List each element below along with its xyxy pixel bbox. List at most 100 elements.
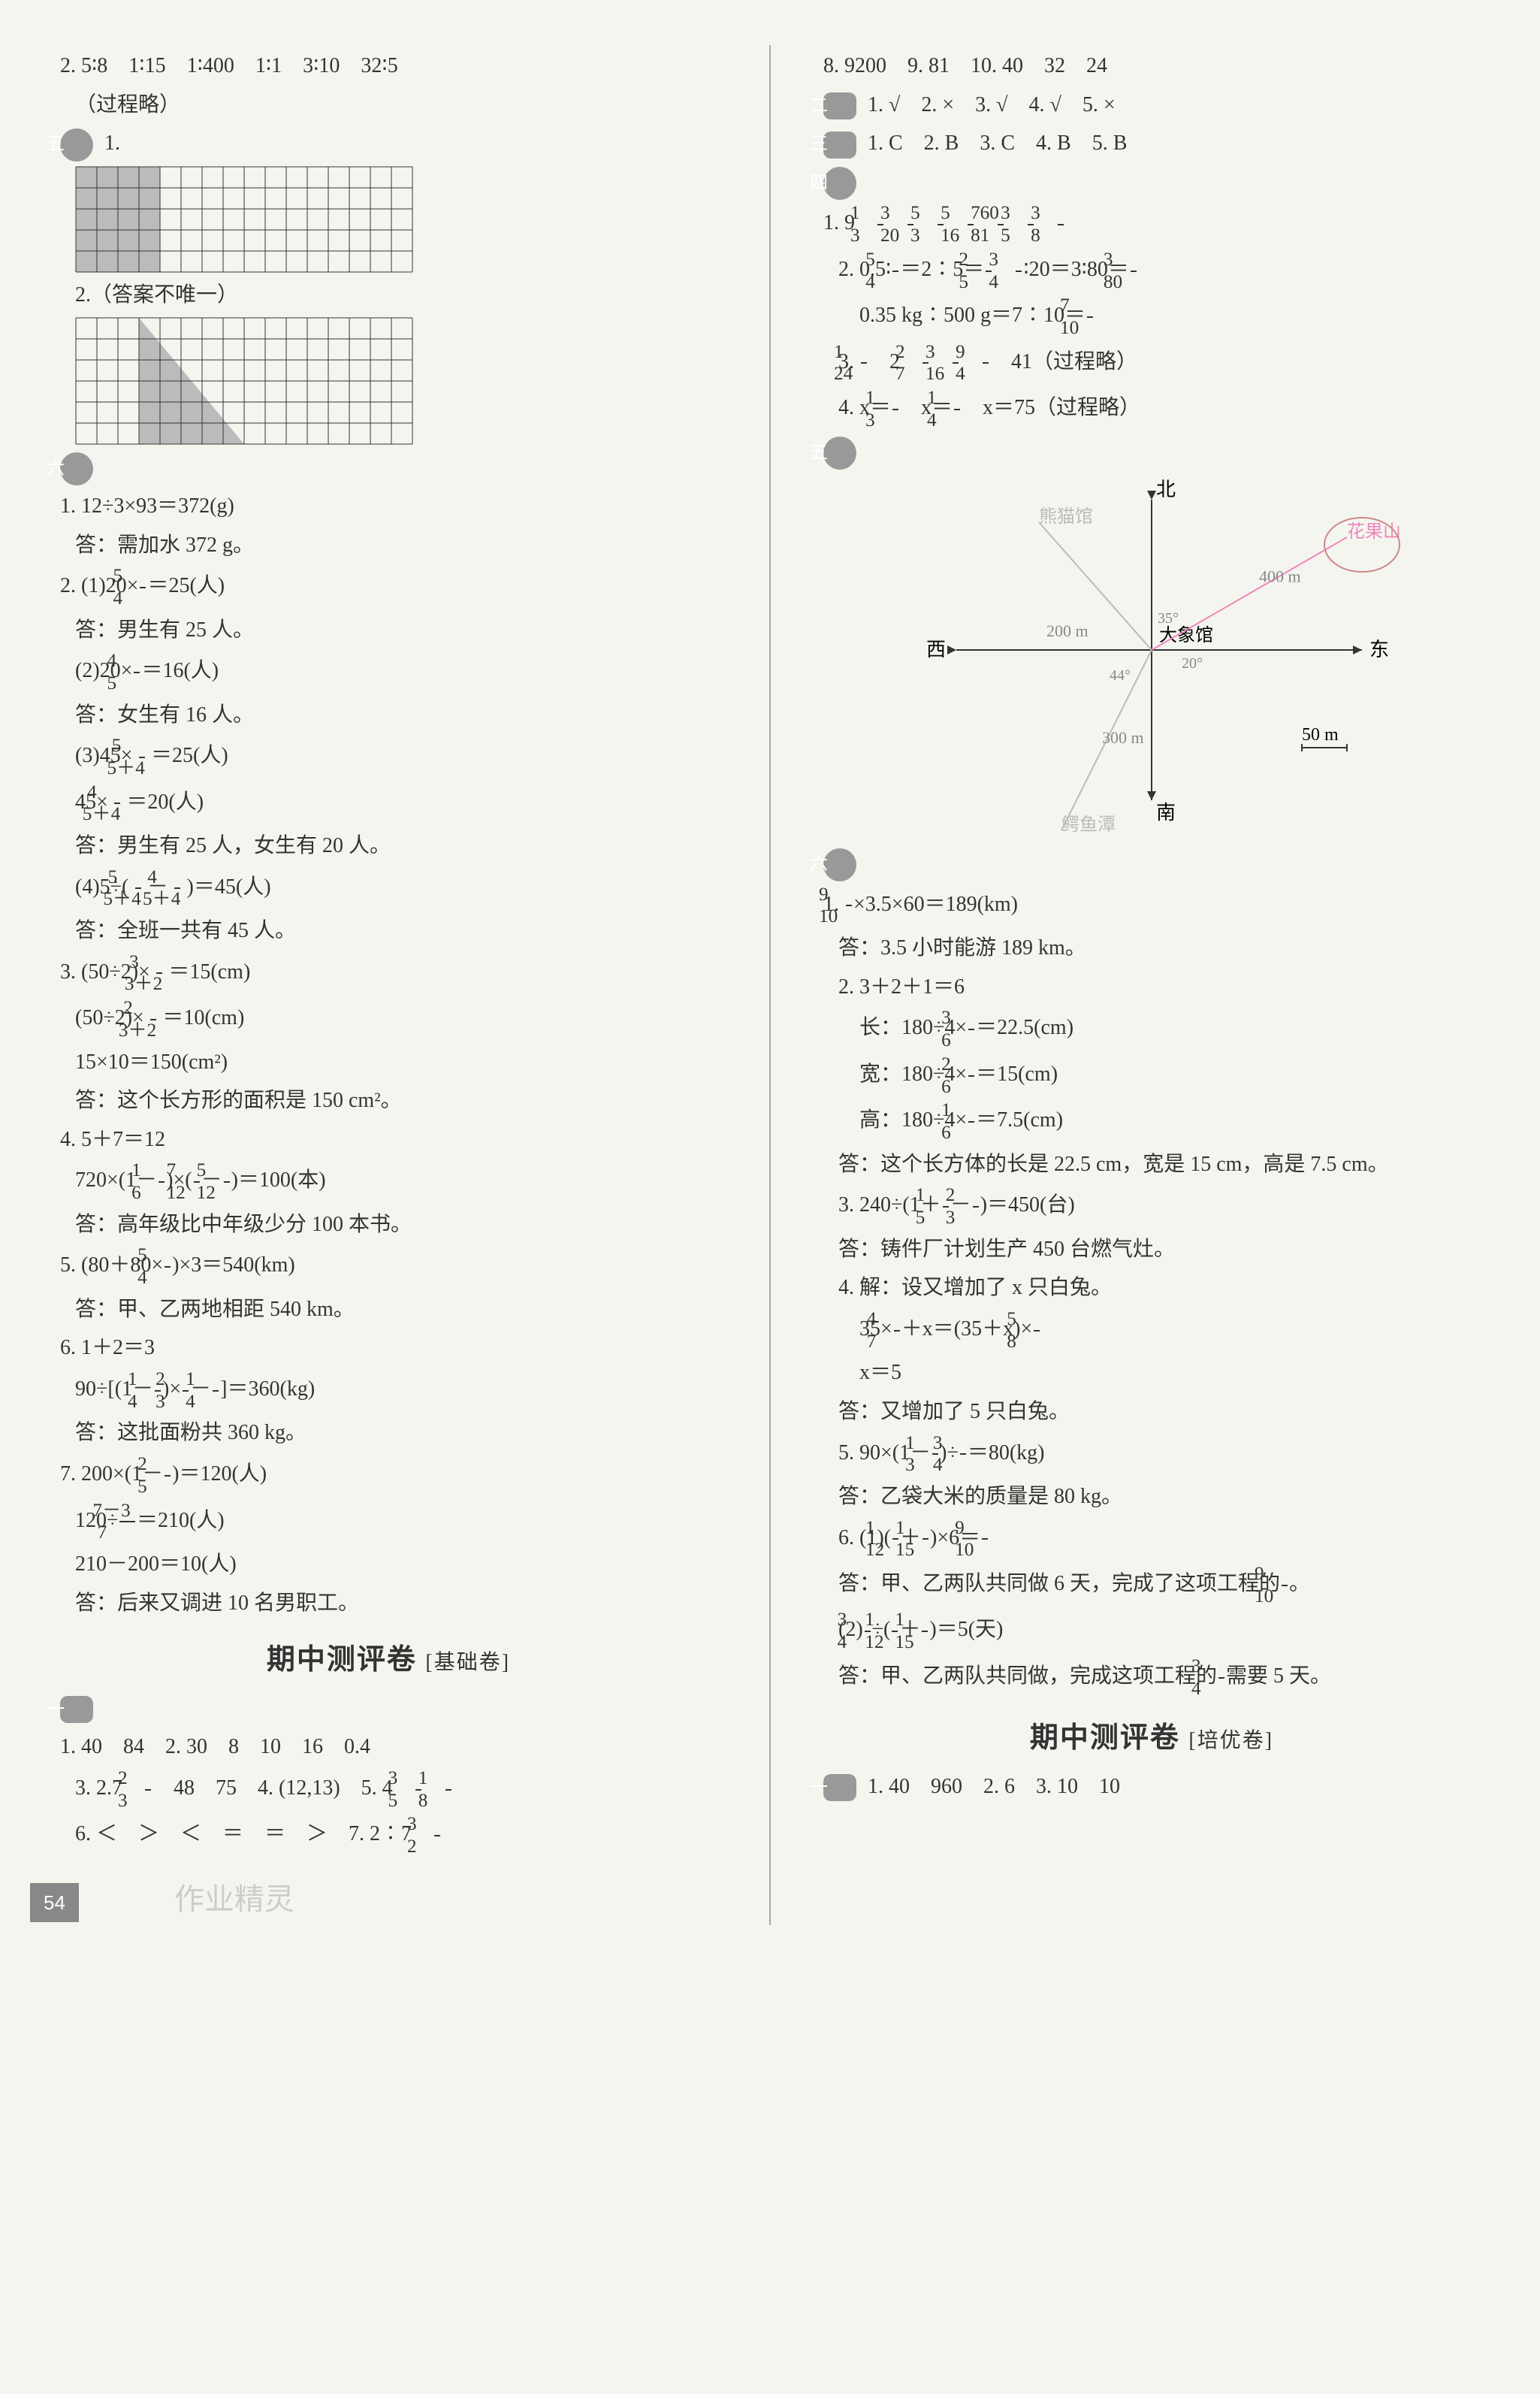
text-line: 35×47＋x＝(35＋x)×58 — [838, 1309, 1510, 1352]
text-line: 3. 2.7 23 48 75 4. (12,13) 5. 4 35 18 — [75, 1768, 747, 1811]
text-line: 答：全班一共有 45 人。 — [75, 913, 747, 949]
section-1-advanced: 一 1. 40 960 2. 6 3. 10 10 — [823, 1769, 1510, 1805]
badge-1-icon: 一 — [60, 1696, 93, 1723]
text-line: 答：男生有 25 人，女生有 20 人。 — [75, 828, 747, 864]
text-line: 8. 9200 9. 81 10. 40 32 24 — [823, 48, 1510, 84]
footer: 54 作业精灵 — [30, 1860, 747, 1925]
text-line: 1. 12÷3×93＝372(g) — [60, 488, 747, 524]
text-line: 5. 90×(1－13)÷34＝80(kg) — [838, 1433, 1510, 1476]
svg-text:大象馆: 大象馆 — [1159, 625, 1213, 645]
svg-text:50 m: 50 m — [1302, 725, 1339, 745]
text-line: 1. C 2. B 3. C 4. B 5. B — [868, 131, 1127, 155]
page: 2. 5∶8 1∶15 1∶400 1∶1 3∶10 32∶5 （过程略） 五 … — [30, 45, 1510, 1925]
text-line: 2. (1)20×54＝25(人) — [60, 566, 747, 609]
text-line: 6. (1)(112＋115)×6＝910 — [838, 1518, 1510, 1561]
svg-text:鳄鱼潭: 鳄鱼潭 — [1061, 815, 1116, 835]
text-line: 答：这批面粉共 360 kg。 — [75, 1415, 747, 1451]
text-line: 答：女生有 16 人。 — [75, 697, 747, 733]
text-line: 3. (50÷2)×33＋2＝15(cm) — [60, 952, 747, 995]
text-line: (4)5÷(55＋4－45＋4)＝45(人) — [75, 867, 747, 910]
svg-text:东: 东 — [1369, 639, 1389, 660]
text-line: 答：又增加了 5 只白兔。 — [838, 1394, 1510, 1430]
badge-5-icon: 五 — [60, 128, 93, 162]
q2-label: 2.（答案不唯一） — [75, 277, 747, 313]
left-column: 2. 5∶8 1∶15 1∶400 1∶1 3∶10 32∶5 （过程略） 五 … — [30, 45, 747, 1925]
text-line: 答：甲、乙两队共同做 6 天，完成了这项工程的910。 — [838, 1564, 1510, 1607]
text-line: (2)20×45＝16(人) — [75, 651, 747, 694]
text-line: 4. 5＋7＝12 — [60, 1122, 747, 1158]
text-line: 45×45＋4＝20(人) — [75, 782, 747, 825]
text-line: 4. x＝13 x＝14 x＝75（过程略） — [838, 388, 1510, 431]
text-line: 720×(1－16)×(712－512)＝100(本) — [75, 1160, 747, 1203]
text-line: 5. (80＋80×54)×3＝540(km) — [60, 1245, 747, 1288]
grid-figure-1 — [75, 166, 413, 273]
text-line: (3)45×55＋4＝25(人) — [75, 736, 747, 778]
q1-label: 1. — [104, 131, 120, 155]
svg-text:熊猫馆: 熊猫馆 — [1039, 506, 1093, 527]
text-line: 4. 解：设又增加了 x 只白兔。 — [838, 1270, 1510, 1306]
text-line: 1. √ 2. × 3. √ 4. √ 5. × — [868, 93, 1116, 116]
watermark: 作业精灵 — [174, 1882, 294, 1916]
text-line: (50÷2)×23＋2＝10(cm) — [75, 998, 747, 1041]
text-line: 答：高年级比中年级少分 100 本书。 — [75, 1207, 747, 1243]
section-2: 二 1. √ 2. × 3. √ 4. √ 5. × — [823, 87, 1510, 123]
compass-diagram: 北南东西大象馆熊猫馆花果山400 m鳄鱼潭300 m200 m35°20°44°… — [889, 477, 1415, 838]
section-4: 四1. 9 13 320 53 516 76081 35 382. 0.5∶54… — [793, 165, 1510, 431]
text-line: 15×10＝150(cm²) — [75, 1044, 747, 1081]
text-line: 2. 5∶8 1∶15 1∶400 1∶1 3∶10 32∶5 — [60, 48, 747, 84]
title-main: 期中测评卷 — [267, 1644, 417, 1676]
title-sub: [基础卷] — [425, 1651, 510, 1674]
badge-5-icon: 五 — [823, 437, 856, 470]
text-line: 宽：180÷4×26＝15(cm) — [838, 1054, 1510, 1097]
text-line: x＝5 — [838, 1355, 1510, 1391]
title-main: 期中测评卷 — [1030, 1722, 1180, 1754]
text-line: 2. 0.5∶54＝2∶5＝25 34∶20＝3∶80＝380 — [838, 249, 1510, 292]
text-line: 210－200＝10(人) — [75, 1546, 747, 1582]
badge-6-icon: 六 — [823, 848, 856, 881]
svg-text:35°: 35° — [1158, 610, 1179, 627]
svg-text:400 m: 400 m — [1259, 567, 1301, 586]
section-5: 五 1. — [60, 125, 747, 162]
text-line: 答：男生有 25 人。 — [75, 612, 747, 648]
svg-text:20°: 20° — [1182, 655, 1203, 672]
text-line: 7. 200×(1－25)＝120(人) — [60, 1454, 747, 1497]
section-6: 六1. 910×3.5×60＝189(km)答：3.5 小时能游 189 km。… — [793, 845, 1510, 1699]
text-line: 120÷7－37＝210(人) — [75, 1501, 747, 1543]
badge-1-icon: 一 — [823, 1774, 856, 1801]
text-line: (2)34÷(112＋115)＝5(天) — [838, 1610, 1510, 1652]
svg-text:南: 南 — [1156, 802, 1176, 824]
text-line: 1. 9 13 320 53 516 76081 35 38 — [823, 203, 1510, 246]
text-line: 90÷[(1－14)×23－14]＝360(kg) — [75, 1369, 747, 1412]
column-divider — [769, 45, 771, 1925]
text-line: 高：180÷4×16＝7.5(cm) — [838, 1100, 1510, 1143]
right-column: 8. 9200 9. 81 10. 40 32 24 二 1. √ 2. × 3… — [793, 45, 1510, 1925]
text-line: 答：乙袋大米的质量是 80 kg。 — [838, 1479, 1510, 1515]
text-line: 答：需加水 372 g。 — [75, 527, 747, 564]
text-line: 3. 240÷(1＋15－23)＝450(台) — [838, 1185, 1510, 1228]
text-line: 0.35 kg∶500 g＝7∶10＝710 — [838, 295, 1510, 338]
text-line: 答：这个长方形的面积是 150 cm²。 — [75, 1083, 747, 1119]
text-line: 答：这个长方体的长是 22.5 cm，宽是 15 cm，高是 7.5 cm。 — [838, 1147, 1510, 1183]
svg-text:北: 北 — [1156, 479, 1176, 500]
text-line: 答：后来又调进 10 名男职工。 — [75, 1585, 747, 1622]
text-line: 长：180÷4×36＝22.5(cm) — [838, 1008, 1510, 1050]
grid-figure-2 — [75, 317, 413, 445]
svg-text:200 m: 200 m — [1046, 621, 1089, 640]
text-line: 1. 910×3.5×60＝189(km) — [823, 884, 1510, 927]
badge-6-icon: 六 — [60, 452, 93, 485]
text-line: 答：甲、乙两地相距 540 km。 — [75, 1292, 747, 1328]
title-sub: [培优卷] — [1188, 1729, 1273, 1752]
text-line: 答：3.5 小时能游 189 km。 — [838, 930, 1510, 966]
text-line: （过程略） — [75, 87, 747, 123]
badge-2-icon: 二 — [823, 92, 856, 119]
badge-3-icon: 三 — [823, 131, 856, 159]
text-line: 6. ＜ ＞ ＜ ＝ ＝ ＞ 7. 2∶7 32 — [75, 1814, 747, 1857]
text-line: 2. 3＋2＋1＝6 — [838, 969, 1510, 1005]
text-line: 1. 40 84 2. 30 8 10 16 0.4 — [60, 1729, 747, 1765]
text-line: 6. 1＋2＝3 — [60, 1330, 747, 1366]
section-1-basic: 一 1. 40 84 2. 30 8 10 16 0.43. 2.7 23 48 … — [30, 1691, 747, 1857]
svg-text:西: 西 — [926, 639, 946, 660]
svg-text:44°: 44° — [1110, 667, 1131, 684]
badge-4-icon: 四 — [823, 167, 856, 200]
text-line: 3. 124 2 27 316 94 41（过程略） — [838, 342, 1510, 385]
